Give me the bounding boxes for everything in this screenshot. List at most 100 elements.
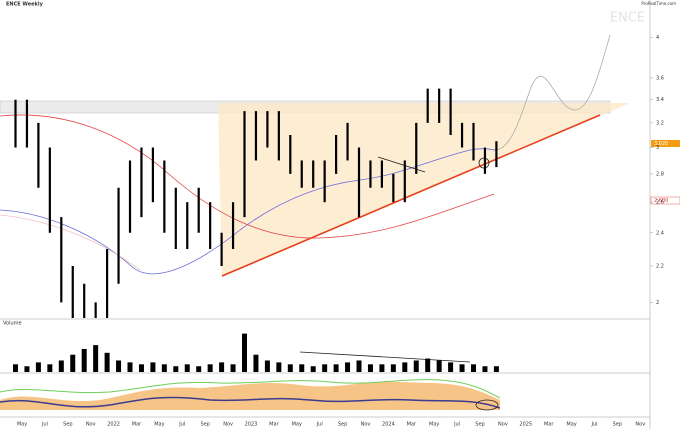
volume-bar — [471, 364, 476, 372]
chart-title: ENCE Weekly — [6, 2, 44, 8]
volume-bar — [379, 364, 385, 372]
volume-bar — [138, 364, 144, 372]
x-tick-label: Sep — [63, 422, 72, 428]
x-tick-label: Nov — [361, 422, 371, 428]
y-tick-label: 3.4 — [656, 97, 664, 103]
volume-bar — [184, 364, 190, 372]
x-tick-label: May — [17, 422, 27, 428]
indicator — [0, 379, 501, 411]
volume-bar — [70, 354, 76, 372]
volume-bar — [219, 362, 225, 372]
x-tick-label: Nov — [86, 422, 96, 428]
x-tick-label: Jul — [41, 422, 48, 428]
y-tick-label: 3 — [656, 145, 659, 151]
x-tick-label: Sep — [338, 422, 347, 428]
volume-bar — [81, 348, 87, 372]
volume-bar — [390, 364, 396, 372]
x-tick-label: Mar — [407, 422, 417, 428]
volume-bar — [459, 364, 465, 372]
volume-bar — [264, 360, 270, 372]
volume-bar — [253, 354, 259, 372]
volume-bar — [367, 364, 373, 372]
x-tick-label: Sep — [475, 422, 484, 428]
volume-bar — [173, 366, 179, 372]
volume-bar — [413, 360, 419, 372]
volume-bar — [402, 362, 408, 372]
volume-bar — [322, 364, 328, 372]
ma-long — [0, 114, 495, 239]
x-tick-label: Sep — [200, 422, 209, 428]
watermark: ENCE — [610, 11, 645, 26]
volume-bar — [482, 366, 488, 372]
x-tick-label: Jul — [453, 422, 460, 428]
x-tick-label: Jul — [590, 422, 597, 428]
volume-bar — [242, 333, 247, 372]
volume-bar — [299, 364, 305, 372]
volume-bar — [150, 362, 156, 372]
indicator-line — [0, 396, 501, 409]
circle — [475, 399, 499, 411]
x-tick-label: 2022 — [107, 422, 120, 428]
y-tick-label: 2.6 — [656, 200, 664, 206]
source: ProRealTime.com — [641, 1, 676, 6]
y-tick-label: 2.2 — [656, 263, 664, 269]
support-price: 2.600 — [654, 198, 668, 204]
volume-bar — [47, 364, 53, 372]
x-tick-label: Nov — [498, 422, 508, 428]
volume-bar — [436, 360, 442, 372]
x-tick-label: 2025 — [519, 422, 532, 428]
volume-bar — [276, 362, 282, 372]
volume-bar — [207, 364, 213, 372]
projection — [494, 34, 611, 151]
last-price: 3.020 — [654, 141, 668, 147]
volume-bar — [58, 360, 64, 372]
volume-trendline — [299, 351, 471, 363]
y-tick-label: 3.6 — [656, 75, 664, 81]
x-tick-label: Mar — [132, 422, 142, 428]
x-tick-label: Jul — [178, 422, 185, 428]
volume-bar — [196, 366, 202, 372]
x-tick-label: Mar — [269, 422, 279, 428]
price-bars — [14, 88, 498, 318]
x-tick-label: Nov — [223, 422, 233, 428]
volume-bar — [24, 366, 30, 372]
x-tick-label: May — [154, 422, 164, 428]
volume-bar — [425, 358, 431, 372]
x-tick-label: Jul — [316, 422, 323, 428]
x-tick-label: 2024 — [382, 422, 395, 428]
trendline — [221, 114, 601, 277]
ma-mid — [0, 148, 497, 275]
volume-bar — [356, 360, 362, 372]
volume-bar — [13, 364, 18, 372]
volume-bar — [310, 366, 316, 372]
price-box — [650, 196, 680, 205]
y-tick-label: 2.8 — [656, 171, 664, 177]
volume-bar — [116, 360, 122, 372]
volume-label: Volume — [3, 321, 22, 327]
x-tick-label: Nov — [635, 422, 645, 428]
volume-bar — [93, 345, 99, 372]
y-tick-label: 3.2 — [656, 120, 664, 126]
volume-bar — [161, 364, 167, 372]
volume-bar — [104, 352, 110, 372]
volume-bar — [493, 366, 499, 372]
x-tick-label: Mar — [544, 422, 554, 428]
volume-bar — [333, 364, 339, 372]
volume-bar — [345, 362, 351, 372]
volume-bar — [230, 364, 236, 372]
indicator-signal — [0, 379, 501, 399]
price-annotations — [0, 34, 630, 277]
x-tick-label: 2023 — [245, 422, 258, 428]
volume-bar — [127, 362, 133, 372]
ma-short — [0, 214, 141, 271]
price-box — [651, 140, 680, 147]
x-tick-label: May — [429, 422, 439, 428]
y-tick-label: 2 — [656, 300, 659, 306]
y-tick-label: 4 — [656, 35, 659, 41]
x-tick-label: May — [292, 422, 302, 428]
y-tick-label: 2.4 — [656, 230, 664, 236]
volume-bar — [448, 362, 454, 372]
volume-bar — [287, 364, 293, 372]
x-tick-label: Sep — [613, 422, 622, 428]
